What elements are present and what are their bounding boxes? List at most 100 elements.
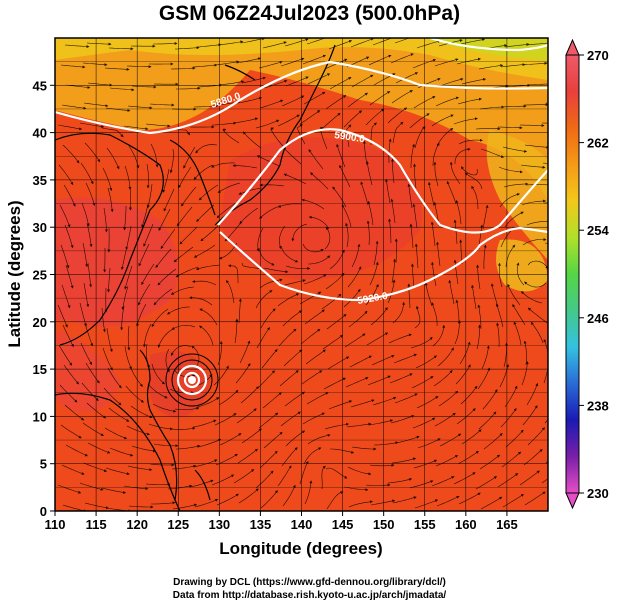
streamline xyxy=(256,227,264,252)
streamline xyxy=(104,67,130,71)
streamline xyxy=(308,215,330,230)
streamline xyxy=(120,305,125,331)
streamline xyxy=(344,333,366,348)
streamline xyxy=(176,206,193,227)
streamline xyxy=(471,284,477,310)
streamline xyxy=(321,293,342,310)
streamline xyxy=(417,77,441,89)
streamline xyxy=(372,396,397,406)
streamline xyxy=(350,399,375,408)
streamline xyxy=(259,183,285,187)
streamline xyxy=(448,279,455,305)
streamline xyxy=(65,264,74,289)
streamline xyxy=(198,184,219,201)
streamline xyxy=(453,259,459,285)
streamline xyxy=(193,459,218,468)
streamline xyxy=(172,503,198,510)
streamline xyxy=(527,307,548,324)
streamline xyxy=(390,415,415,424)
colorbar-tick-label: 270 xyxy=(587,48,609,63)
streamline xyxy=(277,293,300,307)
streamline xyxy=(453,117,478,125)
streamline xyxy=(239,207,259,224)
streamline xyxy=(145,482,171,486)
streamline xyxy=(435,96,459,107)
streamline xyxy=(360,181,369,206)
streamline xyxy=(259,278,283,289)
typhoon-center-marker xyxy=(188,376,196,384)
x-axis-title: Longitude (degrees) xyxy=(219,539,382,558)
streamline xyxy=(103,207,108,233)
streamline xyxy=(410,263,415,289)
streamline xyxy=(109,87,135,92)
streamline xyxy=(336,143,346,168)
streamline xyxy=(65,444,88,457)
streamline xyxy=(307,433,331,445)
streamline xyxy=(211,121,237,126)
colorbar-tick-label: 254 xyxy=(587,223,609,238)
streamline xyxy=(258,247,275,266)
y-tick-label: 5 xyxy=(40,457,47,472)
streamline xyxy=(449,161,461,185)
streamline xyxy=(522,61,548,66)
streamline xyxy=(503,182,529,188)
streamline xyxy=(278,328,297,347)
streamline xyxy=(216,202,237,219)
streamline xyxy=(497,262,503,288)
streamline xyxy=(504,385,518,408)
streamline xyxy=(393,353,417,364)
x-tick-label: 160 xyxy=(455,517,477,532)
streamline xyxy=(513,321,522,346)
streamline xyxy=(347,92,369,108)
streamline xyxy=(456,57,481,65)
drawing-credit: Drawing by DCL (https://www.gfd-dennou.o… xyxy=(173,577,446,588)
streamline xyxy=(123,206,127,231)
streamline xyxy=(432,142,440,167)
streamline xyxy=(170,66,196,70)
streamline xyxy=(81,202,90,227)
streamline xyxy=(522,238,547,246)
streamline xyxy=(343,288,361,308)
streamline xyxy=(107,367,122,389)
streamline xyxy=(437,347,454,367)
streamline xyxy=(167,484,193,490)
streamline xyxy=(460,385,478,405)
streamline xyxy=(407,183,413,209)
streamline xyxy=(284,391,305,407)
streamline xyxy=(85,362,100,384)
streamline xyxy=(323,377,346,390)
streamline xyxy=(171,464,197,470)
streamline xyxy=(305,349,326,365)
streamline xyxy=(145,123,171,128)
streamline xyxy=(348,500,373,508)
streamline xyxy=(371,354,395,366)
streamline xyxy=(283,349,303,367)
streamline xyxy=(196,43,222,48)
streamline xyxy=(325,272,345,290)
streamline xyxy=(307,255,331,265)
streamline xyxy=(141,263,155,286)
streamline xyxy=(431,476,455,487)
streamline xyxy=(497,126,523,130)
streamline xyxy=(303,274,327,285)
streamline xyxy=(281,95,305,107)
streamline xyxy=(328,39,353,50)
streamline xyxy=(367,375,391,386)
streamline xyxy=(127,325,131,351)
streamline xyxy=(526,42,548,46)
y-axis-title: Latitude (degrees) xyxy=(5,200,24,347)
streamline xyxy=(175,266,199,278)
streamline xyxy=(303,91,326,105)
streamline xyxy=(476,264,481,290)
streamline xyxy=(257,370,276,389)
streamline xyxy=(365,283,379,306)
streamline xyxy=(130,405,153,419)
streamline xyxy=(343,486,369,492)
streamline xyxy=(64,404,85,421)
streamline xyxy=(79,302,87,327)
x-tick-label: 155 xyxy=(414,517,436,532)
colorbar-top-cap xyxy=(565,38,580,56)
streamline xyxy=(80,342,92,366)
streamline xyxy=(543,358,548,384)
